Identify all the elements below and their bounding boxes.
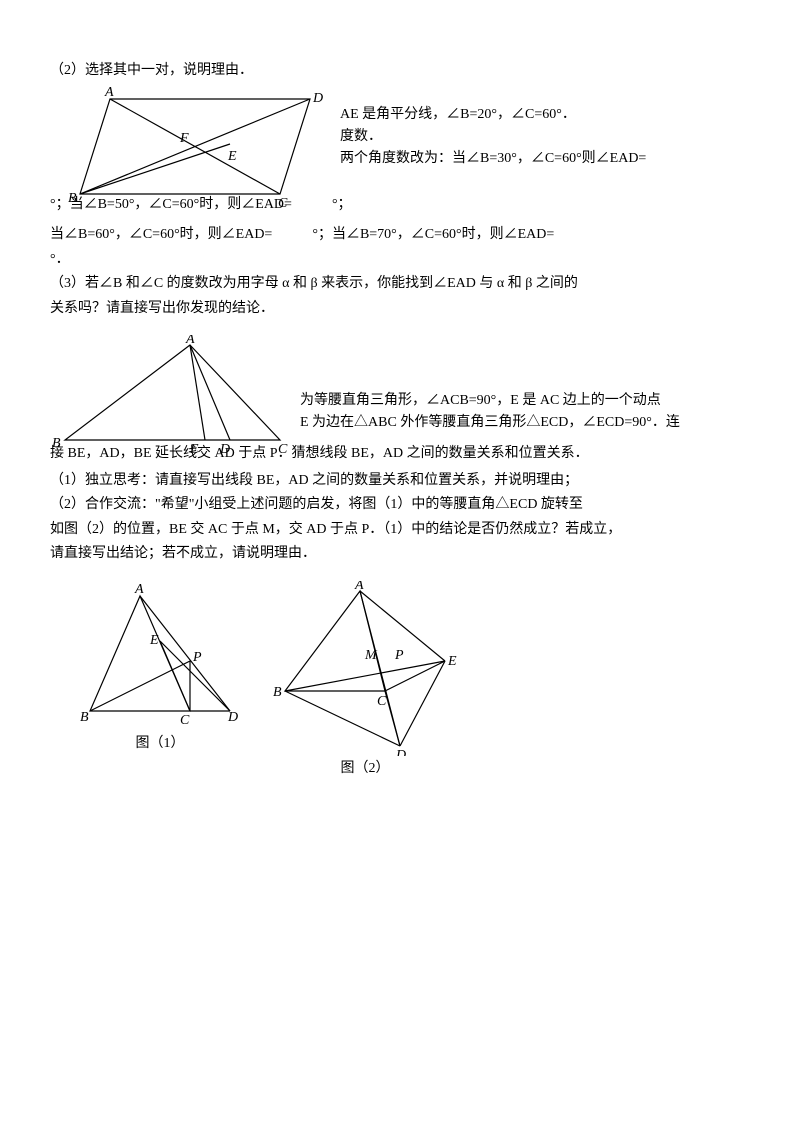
text-span: 当∠B=60°，∠C=60°时，则∠EAD= — [50, 227, 272, 242]
bottom-figures-row: A B C D E P 图（1） — [50, 581, 750, 780]
text-line: （1）独立思考：请直接写出线段 BE，AD 之间的数量关系和位置关系，并说明理由… — [50, 470, 750, 492]
text-line: 当∠B=60°，∠C=60°时，则∠EAD= °；当∠B=70°，∠C=60°时，… — [50, 224, 750, 246]
label-E: E — [447, 654, 457, 669]
text-span: °； — [332, 197, 352, 212]
label-C: C — [377, 694, 387, 709]
overlay-text: AE 是角平分线，∠B=20°，∠C=60°． — [340, 104, 750, 126]
text-line: 请直接写出结论；若不成立，请说明理由． — [50, 543, 750, 565]
label-B: B — [80, 710, 89, 725]
figure-group-1: A B C D E P 图（1） — [80, 581, 240, 780]
triangle-figure: A B C E D — [50, 335, 300, 455]
text-line: 如图（2）的位置，BE 交 AC 于点 M，交 AD 于点 P．（1）中的结论是… — [50, 519, 750, 541]
problem-section-2: A B C E D 为等腰直角三角形，∠ACB=90°，E 是 AC 边上的一个… — [50, 335, 750, 780]
label-A: A — [134, 582, 144, 597]
figure-group-2: A B C D E M P 图（2） — [270, 581, 460, 780]
label-A: A — [354, 581, 364, 593]
triangle-svg: A B C E D — [50, 335, 300, 455]
label-P: P — [192, 650, 202, 665]
overlay-text: 两个角度数改为：当∠B=30°，∠C=60°则∠EAD= — [340, 148, 750, 170]
text-line: （3）若∠B 和∠C 的度数改为用字母 α 和 β 来表示，你能找到∠EAD 与… — [50, 273, 750, 295]
label-M: M — [364, 648, 378, 663]
label-D: D — [227, 710, 238, 725]
figure-caption: 图（2） — [270, 758, 460, 780]
problem-section-1: （2）选择其中一对，说明理由． A D B C F E — [50, 60, 750, 320]
text-block: （1）独立思考：请直接写出线段 BE，AD 之间的数量关系和位置关系，并说明理由… — [50, 470, 750, 566]
label-E: E — [149, 633, 159, 648]
label-E: E — [227, 149, 237, 164]
label-D: D — [312, 91, 323, 106]
text-line: 关系吗？请直接写出你发现的结论． — [50, 298, 750, 320]
text-line: °；当∠B=50°，∠C=60°时，则∠EAD= °； — [50, 194, 750, 216]
text-line: °． — [50, 249, 750, 271]
label-P: P — [394, 648, 404, 663]
label-B: B — [273, 685, 282, 700]
figure-1-container: A D B C F E AE 是角平分线，∠B=20°，∠C=60°． 度数． … — [50, 84, 750, 224]
text-line: （2）选择其中一对，说明理由． — [50, 60, 750, 82]
text-line: （2）合作交流："希望"小组受上述问题的启发，将图（1）中的等腰直角△ECD 旋… — [50, 494, 750, 516]
figure-caption: 图（1） — [80, 733, 240, 755]
text-line: 接 BE，AD，BE 延长线交 AD 于点 P．猜想线段 BE，AD 之间的数量… — [50, 443, 750, 465]
label-F: F — [179, 131, 189, 146]
label-D: D — [395, 748, 406, 756]
text-span: °；当∠B=50°，∠C=60°时，则∠EAD= — [50, 197, 292, 212]
label-A: A — [104, 85, 114, 100]
figure-2-svg: A B C D E M P — [270, 581, 460, 756]
figure-1-svg: A B C D E P — [80, 581, 240, 731]
label-C: C — [180, 713, 190, 728]
label-A: A — [185, 335, 195, 347]
overlay-text: E 为边在△ABC 外作等腰直角三角形△ECD，∠ECD=90°．连 — [300, 412, 750, 434]
figure-2-container: A B C E D 为等腰直角三角形，∠ACB=90°，E 是 AC 边上的一个… — [50, 335, 750, 465]
overlay-text: 为等腰直角三角形，∠ACB=90°，E 是 AC 边上的一个动点 — [300, 390, 750, 412]
text-span: °；当∠B=70°，∠C=60°时，则∠EAD= — [312, 227, 554, 242]
overlay-text: 度数． — [340, 126, 750, 148]
